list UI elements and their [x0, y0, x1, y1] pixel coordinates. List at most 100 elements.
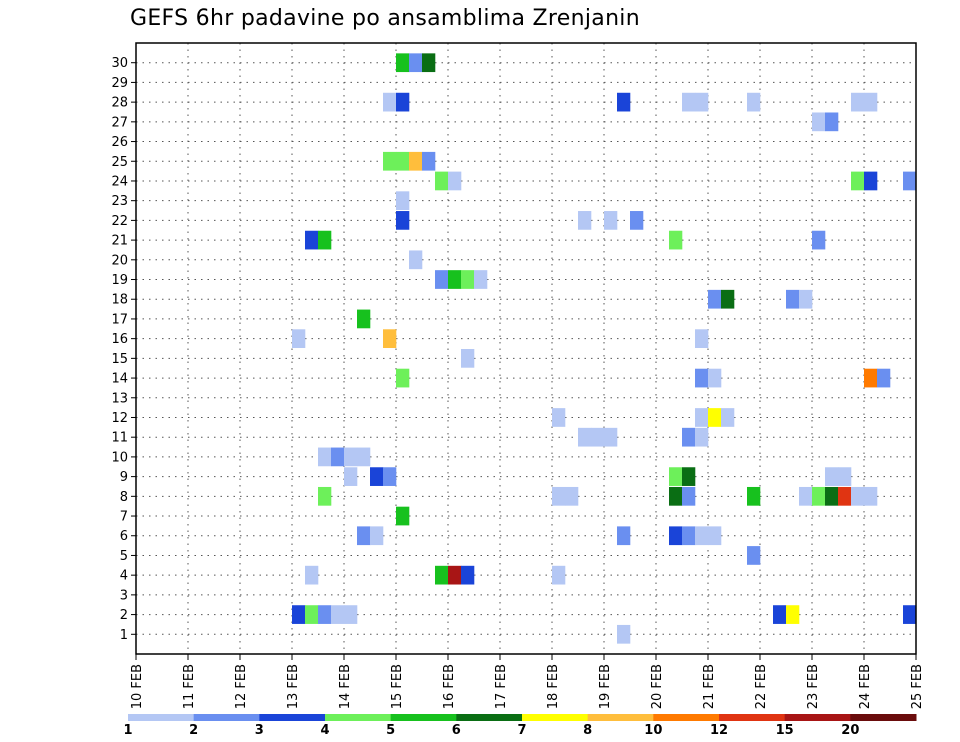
y-tick-label: 23 [111, 194, 128, 209]
heatmap-cell [396, 92, 410, 112]
heatmap-cell [695, 368, 709, 388]
colorbar-label: 10 [644, 723, 662, 738]
heatmap-cell [786, 605, 800, 624]
heatmap-cell [617, 624, 631, 644]
colorbar-label: 7 [517, 723, 526, 738]
colorbar-segment [456, 714, 523, 721]
y-tick-label: 2 [120, 608, 128, 623]
colorbar-segment [719, 714, 786, 721]
y-tick-label: 21 [111, 234, 128, 249]
heatmap-cell [435, 565, 449, 585]
heatmap-cell [721, 408, 735, 427]
y-tick-label: 20 [111, 253, 128, 268]
x-tick-label: 21 FEB [702, 664, 717, 709]
heatmap-cell [383, 329, 397, 348]
y-tick-label: 13 [111, 391, 128, 406]
heatmap-cell [721, 289, 735, 309]
x-tick-label: 11 FEB [182, 664, 197, 709]
x-tick-label: 25 FEB [910, 664, 925, 709]
heatmap-cell [435, 171, 449, 191]
colorbar-label: 5 [386, 723, 395, 738]
heatmap-cell [422, 151, 436, 171]
heatmap-cell [578, 211, 592, 230]
y-tick-label: 6 [120, 529, 128, 544]
x-tick-label: 24 FEB [858, 664, 873, 709]
colorbar-segment [587, 714, 654, 721]
y-tick-label: 30 [111, 56, 128, 71]
heatmap-cell [682, 526, 696, 546]
x-tick-label: 22 FEB [754, 664, 769, 709]
heatmap-cell [604, 427, 618, 447]
colorbar-segment [784, 714, 851, 721]
x-tick-label: 18 FEB [546, 664, 561, 709]
y-tick-label: 28 [111, 96, 128, 111]
y-tick-label: 26 [111, 135, 128, 150]
heatmap-cell [708, 526, 722, 546]
x-tick-label: 14 FEB [338, 664, 353, 709]
heatmap-cell [409, 250, 423, 270]
heatmap-cell [396, 368, 410, 388]
heatmap-cell [682, 427, 696, 447]
heatmap-cell [448, 270, 462, 289]
heatmap-cell [474, 270, 488, 289]
y-tick-label: 15 [111, 352, 128, 367]
heatmap-cell [318, 486, 332, 506]
heatmap-cell [448, 565, 462, 585]
heatmap-cell [578, 427, 592, 447]
heatmap-cell [292, 329, 306, 348]
y-tick-label: 11 [111, 431, 128, 446]
y-tick-label: 25 [111, 155, 128, 170]
heatmap-cell [396, 506, 410, 526]
y-tick-label: 14 [111, 372, 128, 387]
heatmap-cell [318, 230, 332, 250]
heatmap-cell [851, 486, 865, 506]
colorbar-segment [325, 714, 392, 721]
y-tick-label: 1 [120, 628, 128, 643]
y-tick-label: 9 [120, 470, 128, 485]
x-tick-label: 17 FEB [494, 664, 509, 709]
heatmap-cell [864, 368, 878, 388]
heatmap-cell [695, 427, 709, 447]
y-tick-label: 24 [111, 174, 128, 189]
heatmap-cell [396, 53, 410, 73]
y-tick-label: 10 [111, 450, 128, 465]
colorbar-label: 1 [123, 723, 132, 738]
heatmap-cell [799, 486, 813, 506]
colorbar-segment [259, 714, 326, 721]
heatmap-cell [682, 486, 696, 506]
heatmap-cell [383, 467, 397, 486]
heatmap-cell [669, 230, 683, 250]
heatmap-cell [396, 211, 410, 230]
x-tick-label: 20 FEB [650, 664, 665, 709]
heatmap-cell [630, 211, 644, 230]
y-tick-label: 27 [111, 115, 128, 130]
y-tick-label: 5 [120, 549, 128, 564]
heatmap-cell [435, 270, 449, 289]
heatmap-cell [838, 467, 852, 486]
heatmap-cell [812, 230, 826, 250]
heatmap-cell [851, 171, 865, 191]
colorbar-label: 8 [583, 723, 592, 738]
heatmap-cell [422, 53, 436, 73]
heatmap-cell [669, 486, 683, 506]
plot-frame [135, 42, 917, 655]
heatmap-cell [331, 447, 345, 467]
heatmap-cell [370, 467, 384, 486]
colorbar-label: 15 [776, 723, 794, 738]
heatmap-cell [708, 408, 722, 427]
heatmap-cell [903, 605, 917, 624]
heatmap-cell [552, 565, 566, 585]
heatmap-cell [851, 92, 865, 112]
heatmap-cell [747, 486, 761, 506]
colorbar-segment [653, 714, 720, 721]
colorbar-segment [390, 714, 457, 721]
y-tick-label: 12 [111, 411, 128, 426]
heatmap-cell [344, 467, 358, 486]
heatmap-cell [669, 526, 683, 546]
heatmap-cell [318, 447, 332, 467]
heatmap-cell [604, 211, 618, 230]
heatmap-cell [773, 605, 787, 624]
colorbar-segment [128, 714, 195, 721]
heatmap-cell [383, 92, 397, 112]
y-tick-label: 4 [120, 569, 128, 584]
